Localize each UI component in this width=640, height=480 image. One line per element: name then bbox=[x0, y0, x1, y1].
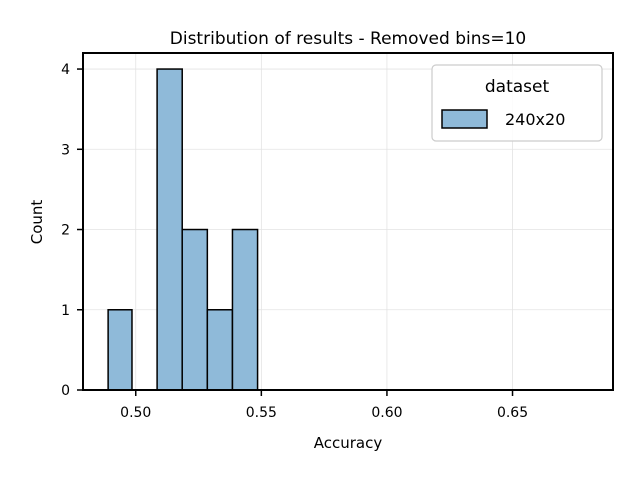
y-tick-label: 0 bbox=[61, 383, 70, 399]
y-tick-label: 2 bbox=[61, 223, 70, 239]
chart-title: Distribution of results - Removed bins=1… bbox=[170, 29, 526, 49]
legend-label: 240x20 bbox=[505, 110, 565, 129]
x-tick-label: 0.55 bbox=[246, 405, 277, 421]
histogram-bar bbox=[107, 309, 133, 391]
y-tick-label: 1 bbox=[61, 303, 70, 319]
legend-swatch bbox=[441, 109, 488, 129]
y-axis-ticks: 0 1 2 3 4 bbox=[61, 62, 83, 399]
legend-title: dataset bbox=[485, 77, 550, 97]
histogram-bars bbox=[107, 68, 259, 391]
y-axis-label: Count bbox=[28, 200, 46, 245]
x-axis-ticks: 0.50 0.55 0.60 0.65 bbox=[120, 390, 528, 421]
histogram-bar bbox=[156, 68, 183, 391]
y-tick-label: 4 bbox=[61, 62, 70, 78]
legend: dataset 240x20 bbox=[431, 64, 603, 142]
x-tick-label: 0.65 bbox=[497, 405, 528, 421]
y-tick-label: 3 bbox=[61, 142, 70, 158]
x-tick-label: 0.60 bbox=[371, 405, 402, 421]
histogram-bar bbox=[206, 309, 234, 391]
histogram-bar bbox=[181, 228, 209, 391]
histogram-bar bbox=[231, 228, 259, 391]
x-tick-label: 0.50 bbox=[120, 405, 151, 421]
x-axis-label: Accuracy bbox=[314, 434, 383, 452]
plot-frame bbox=[82, 52, 614, 391]
